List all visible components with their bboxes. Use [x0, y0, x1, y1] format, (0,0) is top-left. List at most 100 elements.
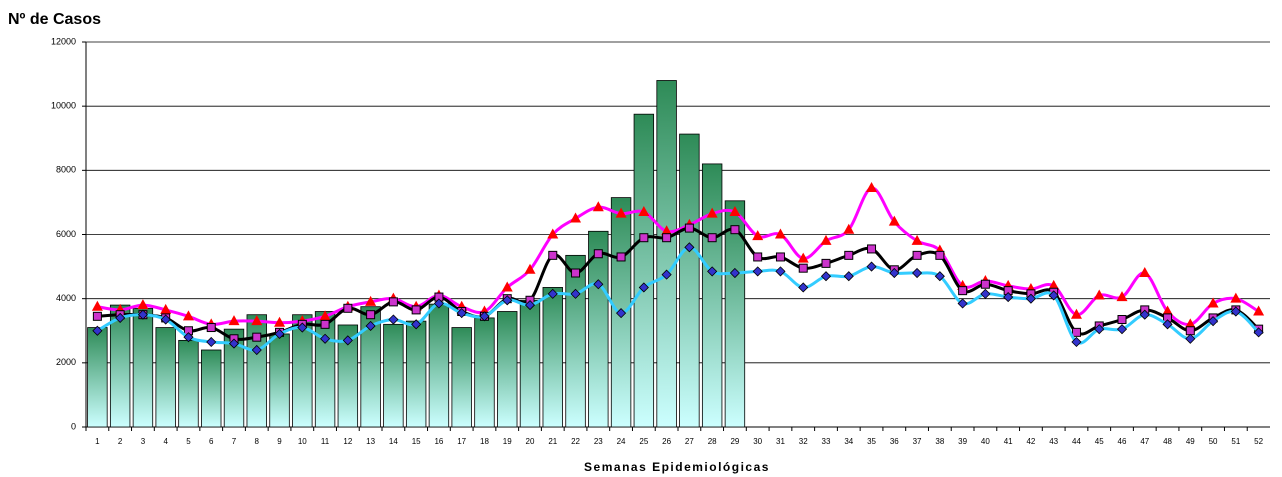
- marker: [479, 311, 490, 322]
- marker: [934, 271, 945, 282]
- line: [96, 245, 1260, 352]
- y-tick-label: 4000: [56, 293, 76, 303]
- marker: [365, 320, 376, 332]
- bar: [451, 327, 472, 428]
- x-tick-label: 3: [141, 437, 146, 446]
- marker: [662, 233, 672, 243]
- marker: [365, 295, 377, 306]
- marker: [798, 282, 809, 293]
- x-tick-label: 23: [594, 437, 603, 446]
- marker: [388, 314, 399, 325]
- chart-title: Nº de Casos: [8, 11, 101, 28]
- bar: [588, 230, 609, 428]
- marker: [137, 309, 148, 320]
- bar: [679, 133, 700, 428]
- x-tick-label: 30: [753, 437, 762, 446]
- marker: [797, 252, 809, 263]
- x-tick-label: 44: [1072, 437, 1081, 446]
- bar: [292, 314, 313, 428]
- marker: [115, 312, 126, 323]
- marker: [593, 279, 604, 290]
- marker: [752, 266, 763, 277]
- bar: [633, 113, 655, 428]
- x-axis-title: Semanas Epidemiológicas: [584, 460, 770, 474]
- marker: [1208, 316, 1219, 327]
- x-tick-label: 36: [890, 437, 899, 446]
- marker: [1093, 289, 1105, 300]
- y-tick-label: 0: [71, 421, 76, 431]
- marker: [1230, 292, 1242, 303]
- x-tick-label: 11: [321, 437, 330, 446]
- y-tick-label: 8000: [56, 165, 76, 175]
- x-tick-label: 33: [822, 437, 831, 446]
- bar: [542, 287, 563, 428]
- marker: [729, 267, 740, 279]
- marker: [616, 252, 626, 262]
- x-tick-label: 8: [255, 437, 260, 446]
- marker: [160, 303, 172, 314]
- bar: [223, 328, 245, 428]
- x-tick-label: 14: [389, 437, 398, 446]
- bar: [565, 254, 586, 428]
- marker: [844, 250, 854, 260]
- marker: [251, 315, 263, 326]
- marker: [228, 315, 240, 326]
- x-tick-label: 43: [1049, 437, 1058, 446]
- marker: [935, 250, 945, 260]
- x-tick-label: 21: [548, 437, 557, 446]
- marker: [752, 230, 764, 241]
- marker: [706, 207, 718, 218]
- marker: [843, 271, 854, 282]
- x-tick-label: 28: [708, 437, 717, 446]
- x-tick-label: 6: [209, 437, 214, 446]
- marker: [501, 281, 513, 292]
- marker: [343, 303, 353, 313]
- marker: [570, 288, 581, 299]
- x-tick-label: 40: [981, 437, 990, 446]
- marker: [456, 308, 467, 319]
- marker: [1025, 293, 1036, 304]
- marker: [1253, 327, 1264, 338]
- bar: [474, 317, 495, 428]
- x-tick-label: 34: [844, 437, 853, 446]
- x-tick-label: 51: [1231, 437, 1240, 446]
- marker: [206, 336, 217, 348]
- x-tick-label: 16: [434, 437, 443, 446]
- marker: [912, 250, 922, 260]
- marker: [1139, 309, 1150, 320]
- marker: [411, 305, 421, 315]
- marker: [798, 263, 808, 273]
- marker: [251, 344, 262, 356]
- marker: [911, 234, 923, 245]
- marker: [1139, 267, 1151, 277]
- bar: [109, 304, 131, 428]
- x-tick-label: 32: [799, 437, 808, 446]
- marker: [821, 258, 831, 268]
- bar: [269, 333, 290, 428]
- x-tick-label: 41: [1004, 437, 1013, 446]
- marker: [867, 244, 877, 254]
- x-tick-label: 48: [1163, 437, 1172, 446]
- marker: [1070, 308, 1082, 319]
- marker: [980, 288, 991, 299]
- marker: [206, 323, 216, 333]
- bar: [155, 327, 176, 428]
- marker: [319, 310, 331, 321]
- x-tick-label: 29: [730, 437, 739, 446]
- bar: [246, 314, 267, 428]
- marker: [570, 212, 582, 223]
- bar: [405, 320, 427, 428]
- marker: [320, 319, 330, 329]
- bar: [360, 306, 381, 428]
- marker: [615, 207, 627, 218]
- marker: [1185, 333, 1196, 344]
- marker: [730, 225, 740, 235]
- y-tick-label: 6000: [56, 229, 76, 239]
- bar: [497, 311, 518, 428]
- marker: [1071, 327, 1081, 337]
- marker: [753, 252, 763, 262]
- marker: [297, 322, 308, 333]
- marker: [866, 261, 877, 272]
- bar: [87, 327, 108, 428]
- x-tick-label: 26: [662, 437, 671, 446]
